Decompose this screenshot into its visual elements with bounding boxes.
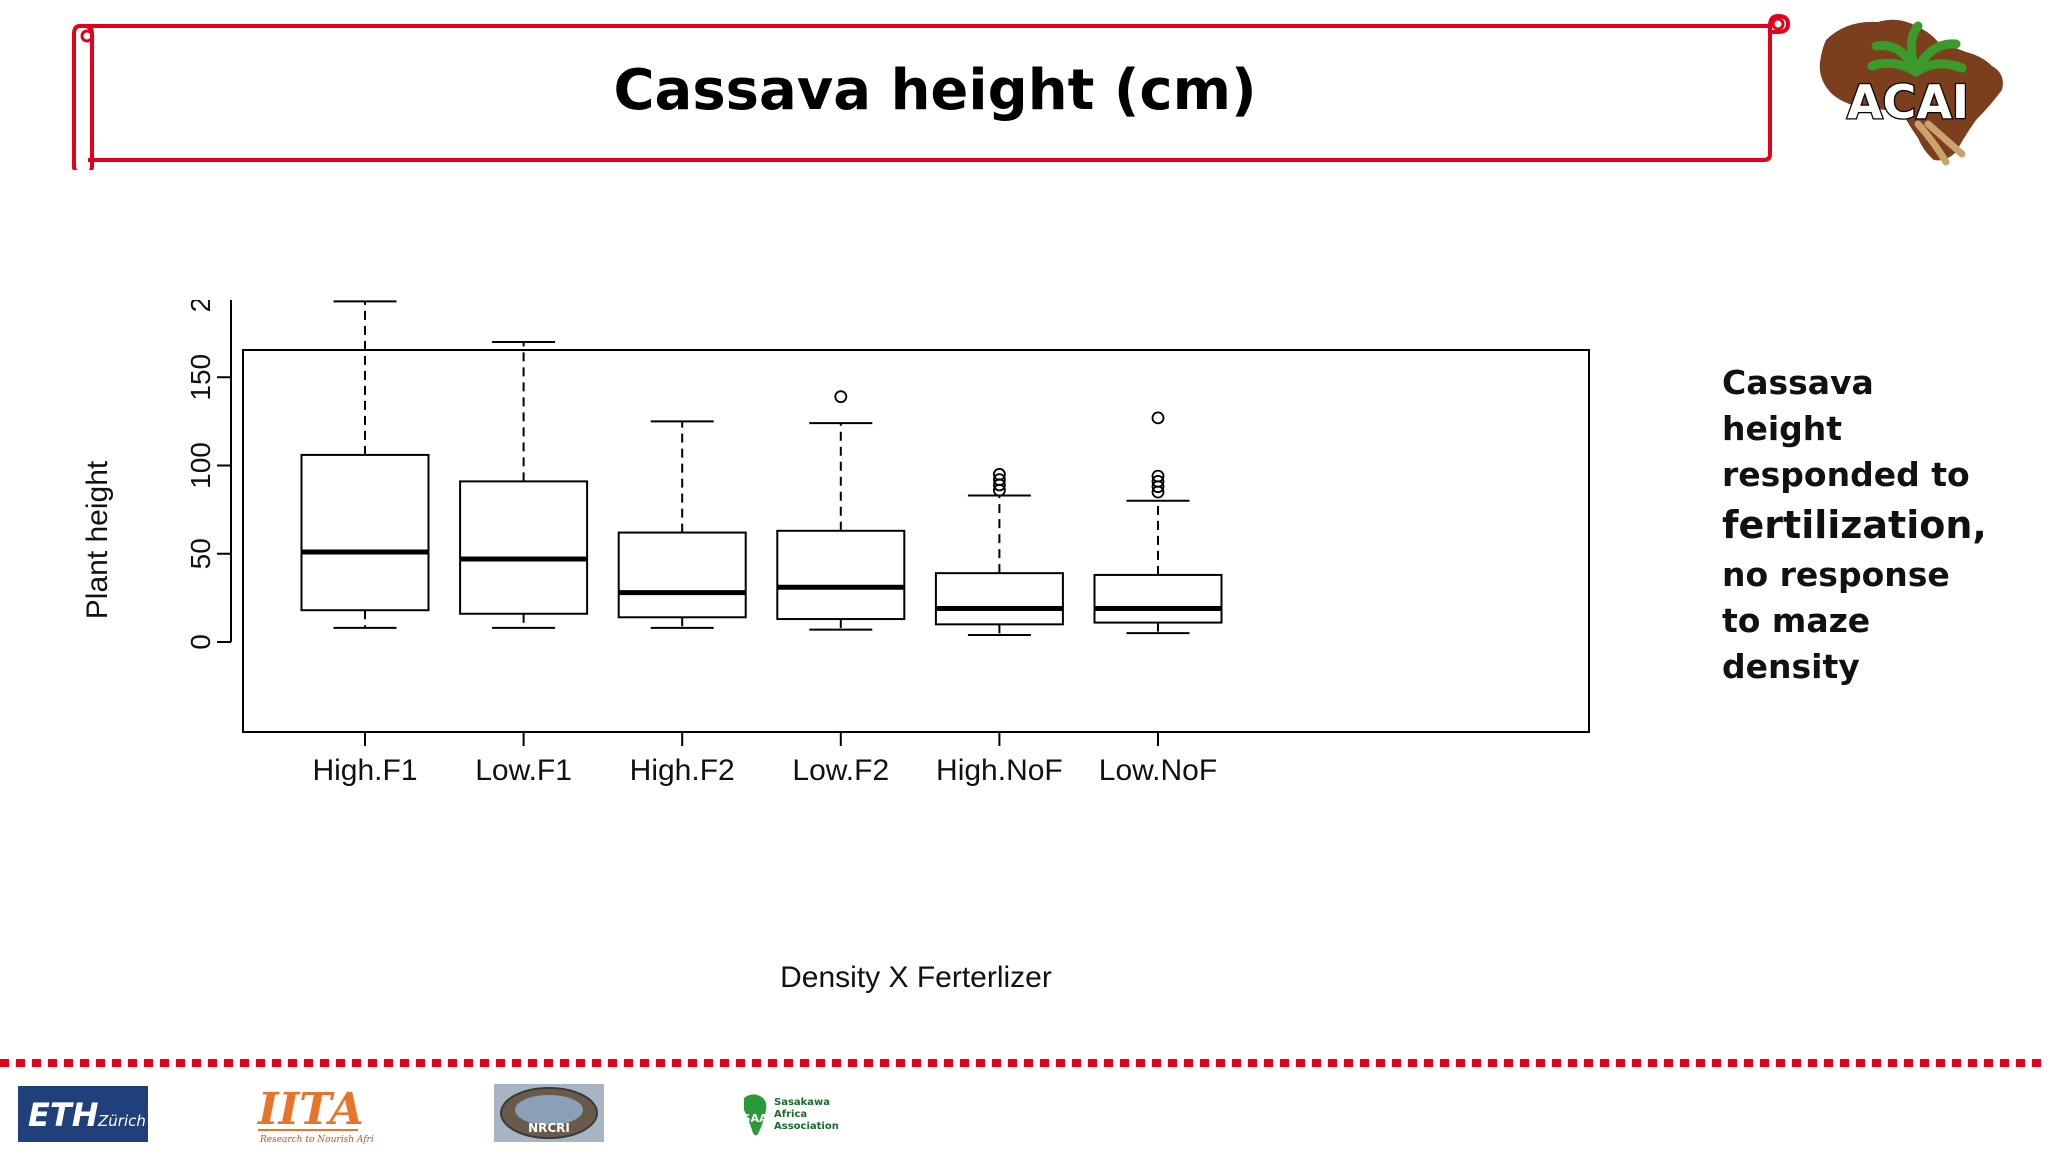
- x-tick-label: Low.F1: [475, 754, 572, 787]
- side-note-line: no response: [1722, 555, 1950, 594]
- eth-zurich-logo: ETH Zürich: [18, 1086, 148, 1142]
- outlier-point: [834, 390, 848, 404]
- x-tick-label: Low.F2: [792, 754, 889, 787]
- box-high-nof: [934, 467, 1064, 636]
- outlier-point: [1151, 469, 1165, 483]
- boxplot-chart: 050100150200 High.F1Low.F1High.F2Low.F2H…: [81, 300, 1590, 994]
- palm-leaves-icon: [1867, 21, 1967, 77]
- box-low-f2: [776, 390, 906, 631]
- side-note-line: responded to: [1722, 455, 1970, 494]
- side-note-line: to maze: [1722, 601, 1871, 640]
- outlier-point: [1151, 411, 1165, 425]
- title-banner-frame: [72, 14, 1790, 170]
- y-tick-label: 100: [185, 442, 216, 489]
- side-note: Cassava height responded to fertilization, n…: [1722, 360, 2022, 690]
- svg-text:Zürich: Zürich: [97, 1112, 146, 1130]
- outlier-point: [1151, 474, 1165, 488]
- x-tick-label: High.F2: [630, 754, 735, 787]
- side-note-line: fertilization,: [1722, 503, 1987, 547]
- svg-text:SAA: SAA: [743, 1112, 768, 1125]
- acai-logo: ACAI: [1819, 19, 2003, 166]
- box-low-nof: [1093, 411, 1223, 635]
- svg-text:Africa: Africa: [774, 1109, 807, 1120]
- box-iqr: [1093, 573, 1223, 624]
- outlier-point: [993, 467, 1006, 481]
- y-tick-label: 50: [185, 538, 216, 569]
- cassava-root-icon: [1914, 120, 1966, 166]
- africa-map-shape: [1819, 19, 2003, 161]
- svg-text:Association: Association: [774, 1121, 838, 1132]
- x-axis-label: Density X Ferterlizer: [780, 961, 1052, 994]
- boxes: [300, 300, 1223, 636]
- svg-text:NRCRI: NRCRI: [528, 1121, 570, 1135]
- side-note-line: Cassava: [1722, 363, 1874, 402]
- box-iqr: [459, 480, 589, 615]
- box-iqr: [776, 529, 906, 621]
- y-tick-label: 200: [185, 300, 216, 312]
- y-axis-label: Plant height: [81, 460, 114, 619]
- box-high-f2: [617, 420, 747, 629]
- svg-text:Research to Nourish Africa: Research to Nourish Africa: [259, 1135, 374, 1145]
- x-tick-label: Low.NoF: [1099, 754, 1217, 787]
- box-iqr: [617, 531, 747, 619]
- side-note-line: height: [1722, 409, 1843, 448]
- svg-text:Sasakawa: Sasakawa: [774, 1097, 830, 1108]
- footer-dashed-rule: [0, 1059, 2048, 1067]
- box-iqr: [300, 453, 430, 612]
- box-low-f1: [459, 340, 589, 629]
- x-tick-label: High.NoF: [936, 754, 1063, 787]
- africa-mark-icon: [744, 1094, 767, 1136]
- outlier-point: [993, 473, 1006, 487]
- svg-text:ETH: ETH: [28, 1096, 99, 1134]
- scroll-curl-left: [80, 29, 94, 43]
- box-iqr: [934, 572, 1064, 626]
- x-tick-label: High.F1: [312, 754, 417, 787]
- y-tick-label: 150: [185, 354, 216, 401]
- page-title: Cassava height (cm): [613, 58, 1257, 123]
- side-note-line: density: [1722, 647, 1860, 686]
- acai-logo-text: ACAI: [1847, 75, 1969, 129]
- svg-text:IITA: IITA: [256, 1084, 364, 1135]
- scroll-curl-right: [1771, 17, 1785, 31]
- box-high-f1: [300, 300, 430, 629]
- y-axis: 0 50 100 150 200: [185, 300, 232, 650]
- iita-logo: IITA Research to Nourish Africa: [256, 1084, 374, 1145]
- y-tick-label: 0: [185, 634, 216, 650]
- sasakawa-africa-logo: SAA Sasakawa Africa Association: [743, 1094, 838, 1136]
- title-banner: [72, 14, 1790, 170]
- plot-frame: [242, 349, 1590, 733]
- nrcri-logo: NRCRI: [494, 1084, 604, 1142]
- x-axis: High.F1 Low.F1 High.F2 Low.F2 High.NoF Low.No…: [312, 732, 1217, 787]
